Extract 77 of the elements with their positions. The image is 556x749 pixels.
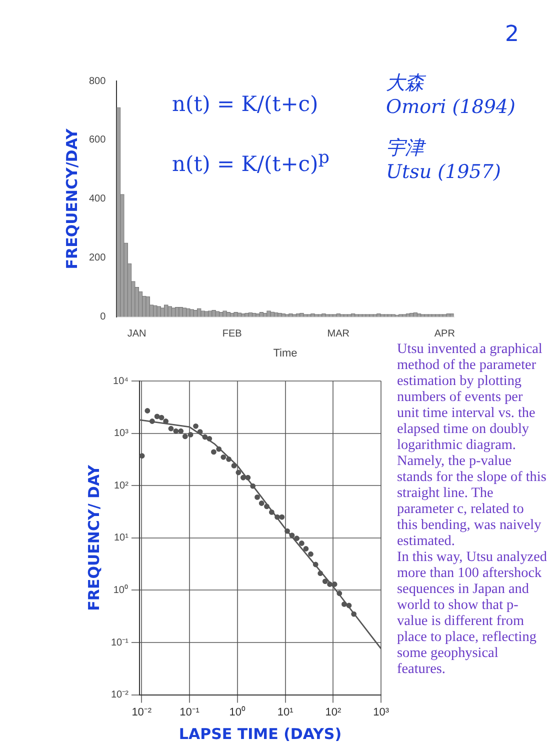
point (258, 500, 264, 506)
annotation: 大森 Omori (1894) (386, 71, 516, 118)
point (193, 423, 198, 429)
x-tick-label: JAN (127, 328, 146, 340)
annotation: n(t) = K/(t+c) (172, 92, 320, 116)
point (158, 414, 164, 420)
point (268, 510, 274, 515)
point (211, 449, 216, 455)
point (318, 570, 324, 576)
y-tick-label: 800 (88, 76, 106, 87)
point (284, 528, 290, 534)
point (294, 536, 300, 542)
y-tick-label: 10¹ (114, 532, 130, 544)
point (149, 418, 155, 424)
text: 2 (505, 22, 520, 47)
point (173, 428, 179, 434)
x-axis-title: LAPSE TIME (DAYS) (178, 724, 342, 743)
point (250, 483, 256, 489)
x-tick-label: 10² (325, 706, 342, 718)
point (168, 426, 174, 432)
y-tick-label: 10⁻² (111, 690, 130, 701)
point (202, 434, 208, 440)
point (178, 428, 184, 434)
point (206, 436, 212, 442)
point (274, 514, 280, 520)
point (231, 463, 237, 468)
point (154, 414, 160, 420)
x-tick-label: 10⁻¹ (180, 706, 200, 718)
x-tick-label: MAR (327, 328, 350, 340)
point (303, 546, 309, 552)
point (163, 418, 169, 424)
point (139, 453, 145, 459)
x-tick-label: 10⁻² (132, 706, 152, 718)
y-tick-label: 10⁻¹ (111, 637, 130, 648)
point (182, 434, 188, 440)
annotation: n(t) = K/(t+c)$^{p}$ (172, 148, 330, 176)
text: Utsu invented a graphical method of the parameter estimation by plotting numbers of events per unit time interval vs. the elapsed time on doubly logarithmic diagram. Namely, the p-value stands for the slope of this straight line. The parameter c, related to this bending, was naively estimated. In this way, Utsu analyzed more than 100 aftershock sequences in Japan and world to show that p-value is different from place to place, reflecting some geophysical features. (397, 341, 547, 677)
point (312, 562, 318, 568)
point (346, 602, 352, 608)
y-tick-label: 10⁴ (113, 376, 128, 387)
x-axis-title: Time (273, 347, 298, 360)
x-tick-label: 10³ (373, 706, 390, 718)
point (245, 474, 251, 480)
point (188, 432, 194, 438)
x-tick-label: 10⁰ (229, 705, 246, 718)
point (289, 532, 295, 538)
y-tick-label: 10² (114, 480, 130, 492)
point (197, 429, 203, 434)
y-axis-title: FREQUENCY/ DAY (84, 464, 103, 611)
x-tick-label: APR (434, 328, 455, 340)
point (216, 446, 222, 452)
point (240, 474, 246, 480)
point (342, 601, 347, 607)
point (298, 540, 304, 546)
point (332, 582, 338, 587)
y-axis-title: FREQUENCY/DAY (62, 127, 81, 270)
x-tick-label: FEB (222, 328, 242, 340)
point (254, 494, 260, 500)
point (144, 408, 150, 414)
point (279, 514, 285, 520)
annotation: 宇津 Utsu (1957) (386, 136, 502, 183)
point (308, 551, 314, 557)
y-tick-label: 200 (88, 252, 106, 264)
y-tick-label: 400 (88, 194, 106, 205)
point (351, 611, 357, 617)
point (327, 582, 332, 587)
point (220, 454, 226, 460)
y-tick-label: 0 (100, 312, 106, 323)
point (322, 578, 328, 584)
y-tick-label: 10³ (114, 428, 130, 440)
y-tick-label: 10⁰ (113, 584, 128, 596)
x-tick-label: 10¹ (277, 706, 294, 718)
point (236, 470, 242, 476)
point (264, 504, 270, 510)
y-tick-label: 600 (88, 134, 106, 146)
point (226, 456, 232, 462)
point (336, 590, 342, 596)
